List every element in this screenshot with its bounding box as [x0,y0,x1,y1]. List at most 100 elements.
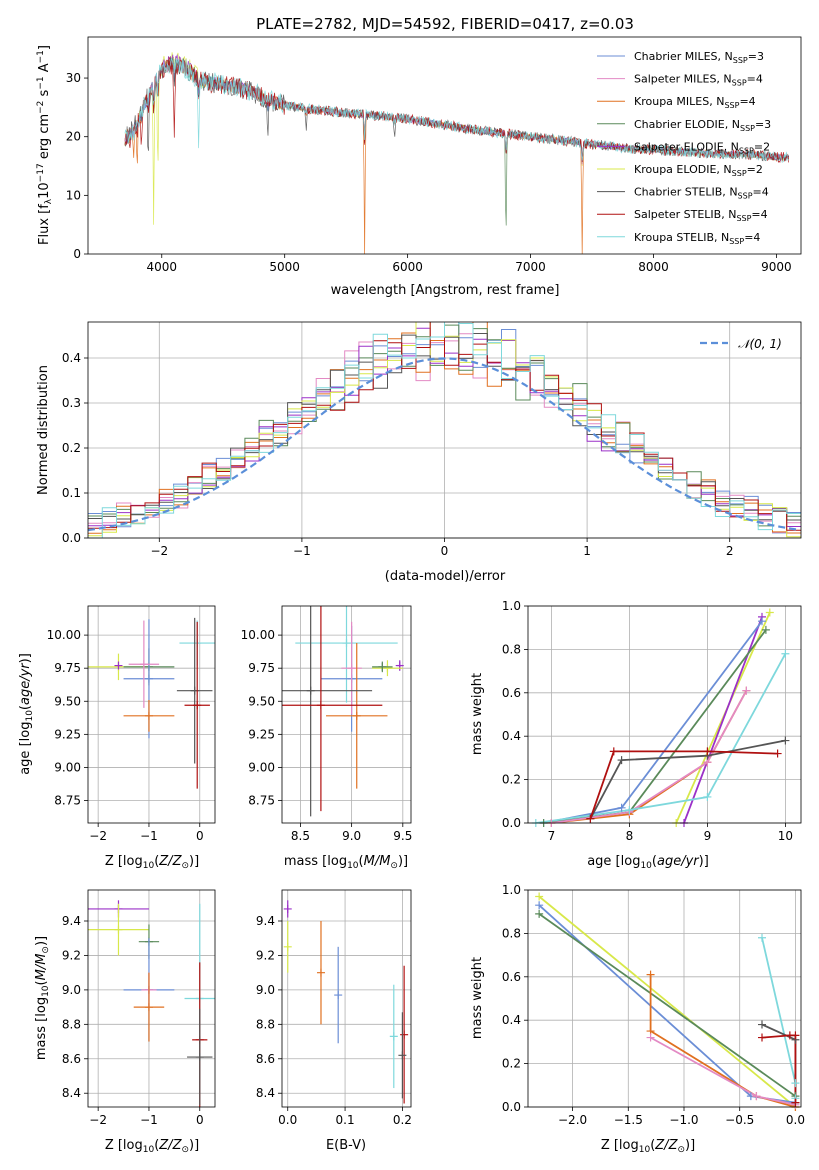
mass-vs-ebv-panel: E(B-V) 0.0 0.1 0.2 8.4 8.6 8.8 9.0 9.2 9.4 [256,889,412,1153]
y-tick-label: 0.6 [502,970,521,984]
y-tick-label: 0.8 [502,642,521,656]
series-marker-salpeter_miles [742,686,751,695]
x-tick-label: 0.0 [786,1113,805,1127]
gaussian-reference-curve [88,357,799,532]
spectrum-ylabel: Flux [fλ10−17 erg cm−2 s−1 A−1] [36,45,54,245]
y-tick-label: 8.8 [256,1017,275,1031]
legend-label-gaussian: 𝒩(0, 1) [738,337,782,351]
x-tick-label: 8000 [638,260,669,274]
data-point-salpeter_stelib [193,701,202,710]
x-tick-label: −1 [140,829,158,843]
legend-label-kroupa_stelib: Kroupa STELIB, NSSP=4 [634,231,760,246]
series-marker-chabrier_elodie [761,625,770,634]
x-tick-label: −1.5 [614,1113,643,1127]
age_vs_Z-plot-area [88,617,215,789]
series-marker-chabrier_miles [617,803,626,812]
y-tick-label: 9.0 [62,983,81,997]
data-point-chabrier_miles [334,991,343,1000]
x-tick-label: 2 [726,544,734,558]
series-marker-kroupa_stelib [791,1079,800,1088]
axes-frame [87,321,802,539]
y-tick-label: 9.4 [62,914,81,928]
x-tick-label: 6000 [392,260,423,274]
x-tick-label: 0.0 [278,1113,297,1127]
series-marker-salpeter_stelib [609,747,618,756]
y-tick-label: 0.2 [62,441,81,455]
y-tick-label: 9.00 [54,760,81,774]
mass_weight_vs_Z-plot-area [538,895,797,1107]
series-marker-kroupa_elodie [765,608,774,617]
age-vs-z-xlabel: Z [log10(Z/Z⊙)] [105,854,199,871]
age_vs_mass-plot-area [282,606,404,817]
legend-label-chabrier_stelib: Chabrier STELIB, NSSP=4 [634,186,769,201]
mass-vs-ebv-xlabel: E(B-V) [326,1138,366,1153]
x-tick-label: 0.2 [393,1113,412,1127]
y-tick-label: 30 [66,71,81,85]
x-tick-label: 10 [778,829,793,843]
age_vs_Z-grid [88,606,215,823]
data-point-salpeter_stelib [400,1030,409,1039]
data-point-kroupa_miles [316,968,325,977]
y-tick-label: 9.75 [54,661,81,675]
series-line-kroupa_stelib [761,937,797,1099]
mass-weight-vs-metallicity-panel: mass weight Z [log10(Z/Z⊙)] −2.0 −1.5 −1.0… [470,883,805,1155]
y-tick-label: 9.25 [54,727,81,741]
axes-frame [87,889,216,1108]
series-marker-salpeter_miles [646,1033,655,1042]
mass-weight-age-xlabel: age [log10(age/yr)] [587,854,709,871]
data-point-chabrier_elodie [378,662,387,671]
mass_vs_Z-plot-area [88,900,215,1107]
y-tick-label: 9.0 [256,983,275,997]
y-tick-label: 0.2 [502,1057,521,1071]
y-tick-label: 1.0 [502,599,521,613]
series-marker-chabrier_miles [758,617,766,626]
series-marker-salpeter_stelib [773,749,782,758]
axes-frame [87,605,216,824]
residual_histogram-plot-area [88,322,801,538]
mass-weight-age-ylabel: mass weight [470,673,485,755]
y-tick-label: 0.8 [502,926,521,940]
y-tick-label: 8.75 [248,794,275,808]
axes-frame [281,889,412,1108]
y-tick-label: 9.25 [248,727,275,741]
x-tick-label: 9.0 [342,829,361,843]
x-tick-label: 7000 [515,260,546,274]
y-tick-label: 8.75 [54,794,81,808]
series-marker-kroupa_elodie [535,892,544,901]
spectrum-plot-area [124,52,790,254]
data-point-kroupa_miles [352,711,361,720]
mass-vs-z-xlabel: Z [log10(Z/Z⊙)] [105,1138,199,1155]
axes-frame [527,605,802,824]
series-marker-salpeter_stelib [791,1031,800,1040]
mass_vs_ebv-grid [282,890,411,1107]
age-vs-mass-xlabel: mass [log10(M/M⊙)] [284,854,408,871]
spectrum-legend: Chabrier MILES, NSSP=3 Salpeter MILES, NS… [597,50,771,246]
y-tick-label: 0.4 [502,1013,521,1027]
x-tick-label: 9 [704,829,712,843]
histogram-ylabel: Normed distribution [36,365,51,495]
histogram-xlabel: (data-model)/error [385,569,506,584]
x-tick-label: −2 [89,829,107,843]
y-tick-label: 0 [73,247,81,261]
data-point-kroupa_miles [144,711,153,720]
data-point-kroupa_stelib [342,639,351,648]
histogram-step-salpeter_stelib [88,322,801,531]
age-vs-metallicity-panel: age [log10(age/yr)] Z [log10(Z/Z⊙)] −2 −1… [18,605,216,871]
spectrum-xlabel: wavelength [Angstrom, rest frame] [331,283,560,298]
series-line-kroupa_miles [551,690,748,823]
data-point-kroupa_elodie [283,942,292,951]
x-tick-label: 9.5 [393,829,412,843]
y-tick-label: 8.6 [62,1052,81,1066]
data-point-kroupa_elodie [114,925,123,934]
y-tick-label: 9.2 [256,948,275,962]
data-point-chabrier_miles [144,674,153,683]
y-tick-label: 0.0 [502,1100,521,1114]
x-tick-label: −2 [150,544,168,558]
y-tick-label: 10.00 [241,628,275,642]
legend-label-chabrier_elodie: Chabrier ELODIE, NSSP=3 [634,118,771,133]
legend-label-salpeter_miles: Salpeter MILES, NSSP=4 [634,73,763,88]
y-tick-label: 1.0 [502,883,521,897]
y-tick-label: 0.4 [62,351,81,365]
mass_vs_ebv-plot-area [283,900,409,1104]
y-tick-label: 0.6 [502,686,521,700]
